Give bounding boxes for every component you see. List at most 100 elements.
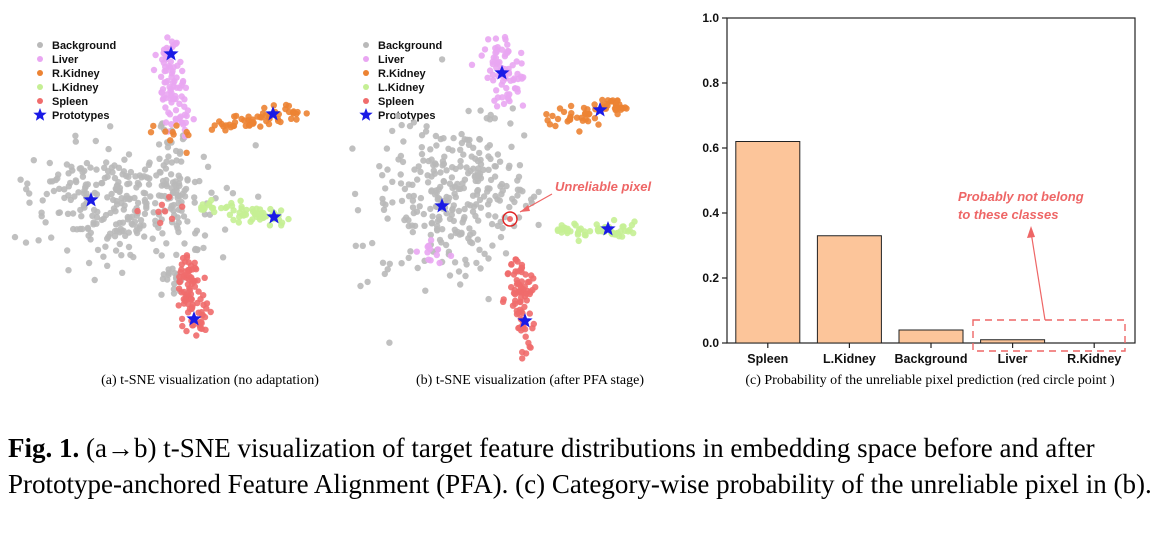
point-background	[94, 246, 102, 254]
point-lkidney	[577, 225, 584, 232]
point-background	[119, 219, 127, 226]
point-background	[72, 138, 80, 145]
point-background	[121, 202, 128, 209]
point-background	[418, 144, 425, 151]
point-background	[130, 253, 137, 261]
point-background	[420, 157, 427, 164]
point-background	[22, 239, 30, 246]
point-background	[162, 165, 170, 172]
point-background	[449, 184, 456, 191]
point-rkidney	[623, 105, 630, 112]
point-background	[69, 210, 77, 217]
y-tick-label: 0.2	[702, 271, 719, 285]
point-background	[65, 183, 73, 190]
point-background	[381, 270, 388, 278]
point-background	[510, 222, 518, 230]
point-background	[398, 260, 405, 267]
legend-marker-prototypes	[33, 108, 47, 121]
point-background	[164, 144, 172, 151]
point-background	[476, 149, 483, 157]
point-background	[450, 134, 457, 142]
point-rkidney	[591, 115, 599, 122]
point-background	[444, 198, 452, 205]
point-spleen	[191, 283, 199, 290]
point-spleen	[184, 309, 192, 316]
point-liver	[519, 102, 527, 109]
annotation-arrowhead	[1027, 226, 1035, 238]
point-background	[454, 180, 461, 188]
point-liver	[173, 74, 180, 81]
point-background	[384, 166, 391, 173]
point-background	[46, 159, 53, 167]
point-rkidney	[216, 118, 223, 125]
point-background	[133, 227, 140, 234]
point-background	[113, 182, 121, 189]
prototype-star	[83, 192, 99, 207]
point-spleen	[180, 272, 187, 279]
point-spleen	[175, 302, 182, 309]
point-background	[416, 203, 423, 210]
point-lkidney	[256, 216, 264, 223]
point-liver	[485, 36, 492, 43]
point-background	[433, 142, 440, 149]
point-background	[92, 137, 100, 145]
point-spleen	[157, 219, 164, 227]
figure-caption-text: (a→b) t-SNE visualization of target feat…	[8, 433, 1152, 499]
point-background	[155, 192, 163, 199]
point-liver	[478, 52, 485, 59]
point-background	[73, 178, 80, 186]
point-background	[176, 182, 183, 189]
point-liver	[499, 77, 507, 85]
point-background	[459, 180, 466, 187]
point-background	[181, 240, 188, 247]
point-background	[459, 219, 466, 226]
point-background	[149, 235, 156, 242]
point-liver	[181, 103, 188, 110]
point-background	[125, 151, 133, 158]
point-background	[175, 192, 182, 200]
point-spleen	[516, 298, 524, 306]
point-background	[78, 213, 85, 220]
point-rkidney	[288, 115, 295, 123]
point-liver	[500, 100, 508, 108]
point-background	[147, 193, 154, 200]
point-background	[400, 138, 407, 145]
point-background	[56, 185, 63, 192]
point-background	[121, 156, 128, 163]
point-background	[170, 201, 177, 209]
point-background	[116, 240, 124, 248]
point-background	[484, 201, 492, 208]
point-background	[474, 169, 482, 176]
point-background	[443, 167, 450, 174]
point-rkidney	[614, 105, 621, 113]
point-background	[30, 157, 37, 164]
point-rkidney	[183, 149, 190, 156]
bar-lkidney	[816, 235, 882, 344]
point-background	[389, 199, 396, 206]
point-background	[221, 226, 229, 233]
point-spleen	[203, 300, 211, 307]
point-background	[379, 259, 387, 266]
point-background	[172, 147, 180, 155]
point-background	[447, 233, 455, 240]
point-background	[118, 252, 125, 259]
point-background	[429, 213, 436, 220]
point-spleen	[522, 271, 529, 278]
bar-spleen	[735, 141, 801, 344]
point-background	[466, 225, 473, 232]
point-background	[200, 153, 207, 160]
point-background	[474, 157, 482, 165]
point-background	[379, 195, 386, 203]
point-background	[69, 167, 76, 174]
point-background	[489, 242, 496, 249]
point-background	[411, 166, 418, 173]
point-background	[93, 181, 100, 188]
point-rkidney	[549, 112, 556, 120]
point-background	[462, 272, 469, 280]
point-background	[159, 230, 166, 237]
y-tick-label: 1.0	[702, 11, 719, 25]
point-background	[79, 173, 87, 180]
point-spleen	[195, 288, 202, 295]
point-background	[357, 282, 364, 290]
point-background	[461, 214, 468, 221]
